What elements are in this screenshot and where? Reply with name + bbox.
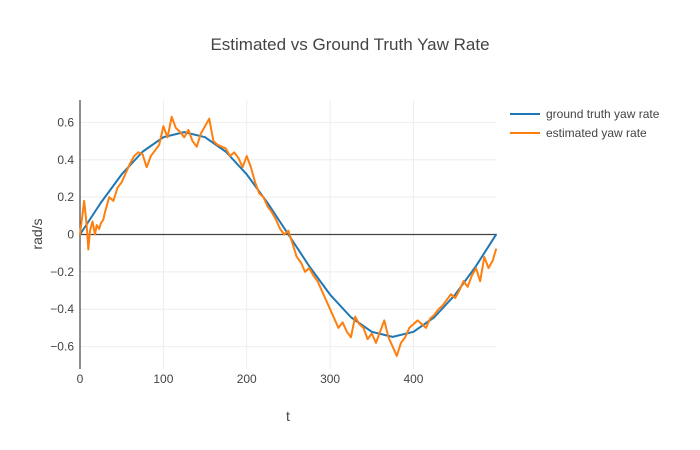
- y-tick-label: 0: [67, 228, 74, 242]
- legend: ground truth yaw rate estimated yaw rate: [510, 107, 660, 140]
- y-tick-label: −0.6: [50, 340, 74, 354]
- y-tick-label: 0.4: [57, 153, 74, 167]
- plot-area: [79, 115, 497, 357]
- ground-truth-line: [79, 131, 497, 338]
- y-tick-label: 0.6: [57, 115, 74, 129]
- y-tick-label: −0.4: [50, 302, 74, 316]
- grid-lines: [80, 100, 496, 369]
- chart-title: Estimated vs Ground Truth Yaw Rate: [210, 35, 489, 54]
- legend-label: estimated yaw rate: [546, 126, 647, 140]
- legend-label: ground truth yaw rate: [546, 107, 660, 121]
- estimated-line: [79, 115, 497, 357]
- x-tick-label: 200: [237, 372, 257, 386]
- y-tick-label: 0.2: [57, 190, 74, 204]
- x-tick-label: 300: [320, 372, 340, 386]
- y-tick-label: −0.2: [50, 265, 74, 279]
- x-tick-label: 400: [403, 372, 423, 386]
- y-axis-title: rad/s: [29, 218, 45, 249]
- x-tick-label: 0: [77, 372, 84, 386]
- x-tick-label: 100: [153, 372, 173, 386]
- tick-labels: 0 100 200 300 400 −0.6 −0.4 −0.2 0 0.2 0.4 0.6: [50, 115, 424, 386]
- x-axis-title: t: [286, 408, 290, 424]
